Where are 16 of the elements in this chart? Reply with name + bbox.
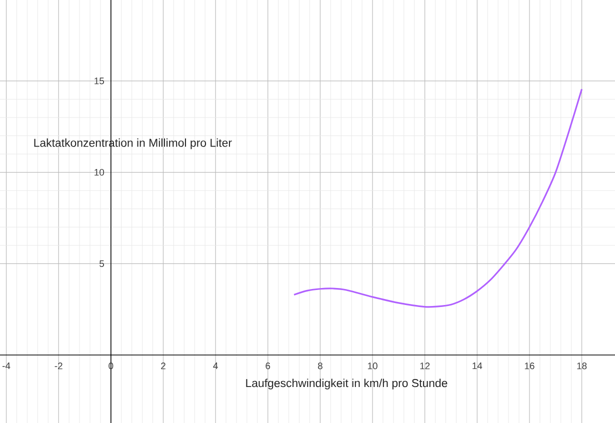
x-tick-label: 18 xyxy=(577,362,587,370)
x-axis-title: Laufgeschwindigkeit in km/h pro Stunde xyxy=(246,378,448,390)
x-tick-label: 10 xyxy=(368,362,378,370)
y-tick-label: 5 xyxy=(100,260,104,267)
x-tick-label: 16 xyxy=(524,362,534,370)
x-tick-label: -2 xyxy=(54,362,62,370)
line-series xyxy=(293,88,583,308)
x-tick-label: -4 xyxy=(2,362,10,370)
x-tick-label: 14 xyxy=(472,362,482,370)
x-tick-label: 2 xyxy=(161,362,166,370)
x-tick-label: 12 xyxy=(420,362,430,370)
y-tick-label: 15 xyxy=(94,78,104,84)
x-tick-label: 4 xyxy=(213,362,218,370)
y-tick-label: 10 xyxy=(94,168,104,176)
x-tick-label: 8 xyxy=(318,362,322,370)
x-tick-label: 6 xyxy=(266,362,270,370)
